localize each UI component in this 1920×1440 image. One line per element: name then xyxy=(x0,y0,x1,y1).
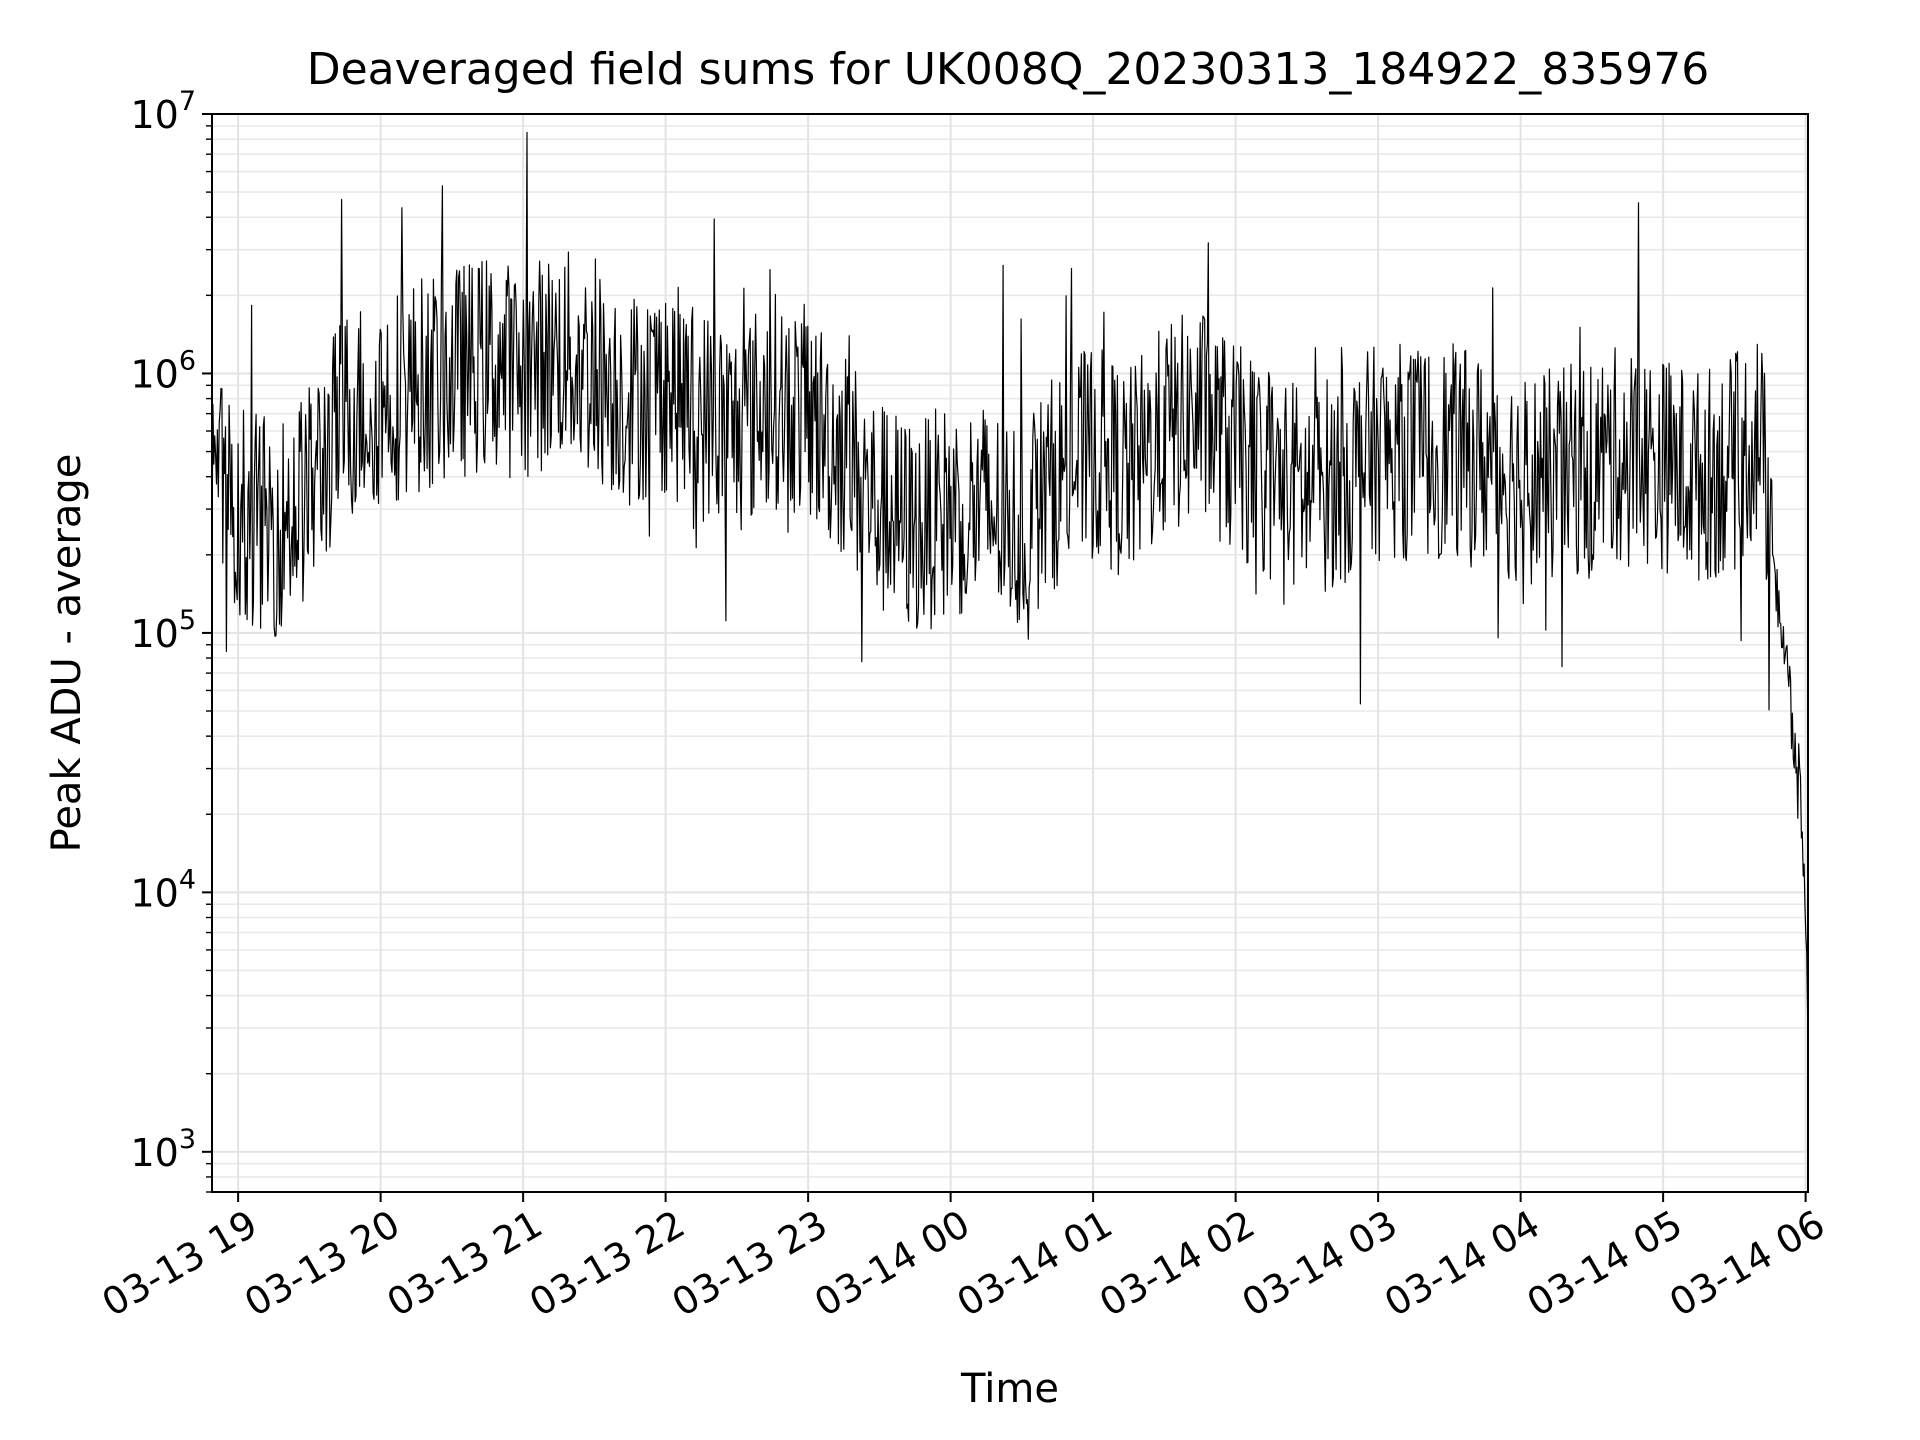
y-tick-label: 105 xyxy=(130,605,196,656)
x-axis-label: Time xyxy=(960,1366,1059,1412)
plot-frame xyxy=(211,113,1809,1193)
y-tick-label-base: 10 xyxy=(130,871,178,915)
y-axis-label: Peak ADU - average xyxy=(44,454,90,853)
chart-title: Deaveraged field sums for UK008Q_2023031… xyxy=(307,44,1710,95)
series-line xyxy=(211,131,1809,1074)
y-tick-label: 104 xyxy=(130,864,196,915)
y-tick-label-base: 10 xyxy=(130,612,178,656)
y-tick-label-exponent: 7 xyxy=(179,86,196,117)
y-tick-label-exponent: 5 xyxy=(179,605,196,636)
y-tick-label-base: 10 xyxy=(130,352,178,396)
y-tick-label-base: 10 xyxy=(130,1131,178,1175)
y-tick-label-exponent: 6 xyxy=(179,345,196,376)
y-tick-label: 107 xyxy=(130,86,196,137)
y-tick-label-exponent: 3 xyxy=(179,1124,196,1155)
y-tick-label-exponent: 4 xyxy=(179,864,196,895)
y-tick-label-base: 10 xyxy=(130,93,178,137)
y-tick-label: 103 xyxy=(130,1124,196,1175)
y-tick-label: 106 xyxy=(130,345,196,396)
series-layer xyxy=(211,131,1809,1074)
grid xyxy=(212,113,1808,1193)
